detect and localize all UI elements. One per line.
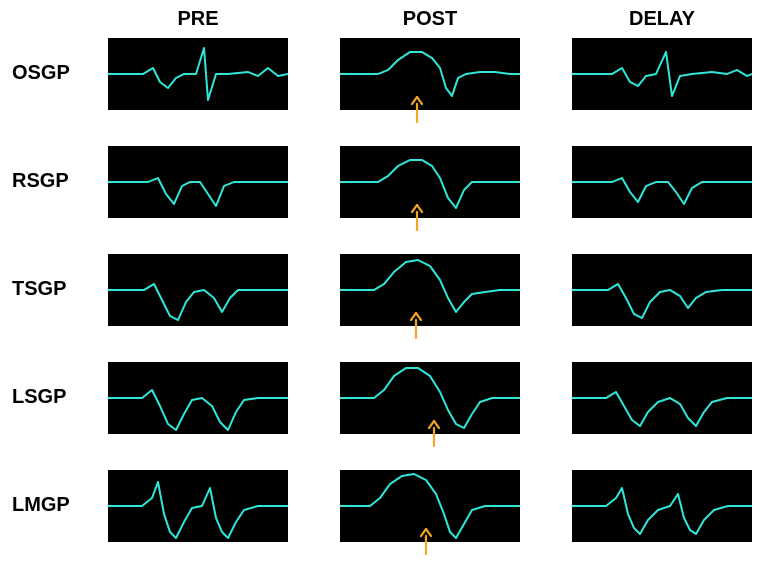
trace-osgp-delay xyxy=(572,38,752,110)
col-header-post: POST xyxy=(340,8,520,31)
trace-lsgp-pre xyxy=(108,362,288,434)
row-label-rsgp: RSGP xyxy=(12,170,69,193)
panel-osgp-delay xyxy=(572,38,752,110)
arrow-lsgp-post xyxy=(427,420,441,450)
row-label-osgp: OSGP xyxy=(12,62,70,85)
trace-tsgp-delay xyxy=(572,254,752,326)
row-label-lsgp: LSGP xyxy=(12,386,66,409)
arrow-lmgp-post xyxy=(419,528,433,558)
col-header-pre: PRE xyxy=(108,8,288,31)
waveform-grid: PRE POST DELAY OSGP RSGP TSGP LSGP LMGP xyxy=(0,0,784,573)
trace-lmgp-pre xyxy=(108,470,288,542)
arrow-rsgp-post xyxy=(410,204,424,234)
trace-tsgp-post xyxy=(340,254,520,326)
col-header-delay: DELAY xyxy=(572,8,752,31)
arrow-tsgp-post xyxy=(409,312,423,342)
panel-rsgp-delay xyxy=(572,146,752,218)
trace-rsgp-delay xyxy=(572,146,752,218)
trace-rsgp-post xyxy=(340,146,520,218)
panel-lmgp-delay xyxy=(572,470,752,542)
panel-rsgp-pre xyxy=(108,146,288,218)
trace-tsgp-pre xyxy=(108,254,288,326)
trace-osgp-post xyxy=(340,38,520,110)
row-label-lmgp: LMGP xyxy=(12,494,70,517)
trace-lmgp-delay xyxy=(572,470,752,542)
row-label-tsgp: TSGP xyxy=(12,278,66,301)
panel-rsgp-post xyxy=(340,146,520,218)
panel-lmgp-pre xyxy=(108,470,288,542)
panel-lsgp-delay xyxy=(572,362,752,434)
arrow-osgp-post xyxy=(410,96,424,126)
panel-osgp-post xyxy=(340,38,520,110)
trace-osgp-pre xyxy=(108,38,288,110)
panel-tsgp-pre xyxy=(108,254,288,326)
panel-lsgp-pre xyxy=(108,362,288,434)
panel-osgp-pre xyxy=(108,38,288,110)
panel-tsgp-delay xyxy=(572,254,752,326)
trace-lsgp-delay xyxy=(572,362,752,434)
trace-rsgp-pre xyxy=(108,146,288,218)
panel-tsgp-post xyxy=(340,254,520,326)
